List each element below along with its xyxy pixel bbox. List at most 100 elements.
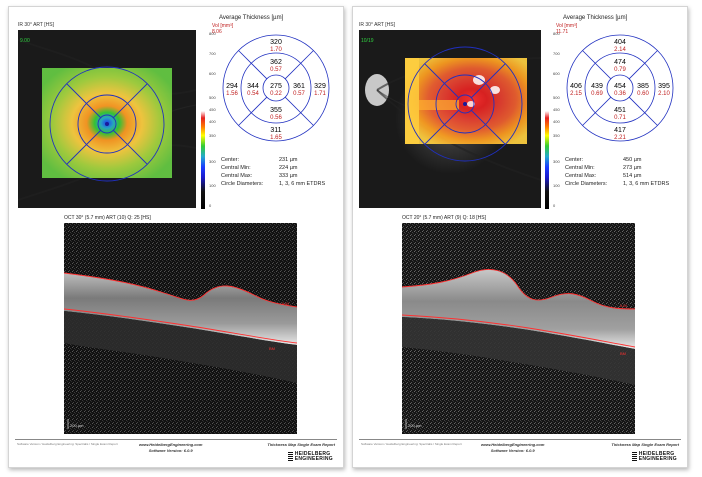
grid-inner-inferior-volume: 0.71 (614, 115, 626, 121)
grid-inner-temporal-thickness: 344 (247, 83, 259, 90)
stat-label: Central Min: (221, 165, 251, 171)
colorbar-tick: 800 (209, 31, 216, 36)
vol-total: 11.71 (556, 29, 569, 35)
grid-outer-superior-volume: 1.70 (270, 47, 282, 53)
grid-outer-temporal-volume: 2.15 (570, 91, 582, 97)
stat-value: 224 µm (279, 165, 298, 171)
stat-label: Circle Diameters: (565, 181, 608, 187)
footer-device-info: Software Version / Heidelberg Engineerin… (17, 442, 118, 446)
footer-divider (359, 439, 681, 440)
oct-bscan-image[interactable]: ILM BM 200 µm (64, 223, 297, 434)
stat-label: Center: (221, 157, 240, 163)
grid-outer-temporal-thickness: 294 (226, 83, 238, 90)
grid-outer-nasal-thickness: 395 (658, 83, 670, 90)
logo-line-1: HEIDELBERG (294, 451, 331, 457)
logo-mark-icon (287, 452, 293, 461)
colorbar-tick: 450 (553, 107, 560, 112)
thickness-colorbar (545, 34, 549, 209)
stat-value: 273 µm (623, 165, 642, 171)
thickness-stats: Center: 450 µm Central Min: 273 µm Central… (565, 157, 669, 189)
seg-label-bm: BM (269, 346, 275, 351)
colorbar-tick: 350 (209, 133, 216, 138)
colorbar-tick: 350 (553, 133, 560, 138)
fundus-badge: 10/19 (361, 38, 374, 44)
footer-divider (15, 439, 337, 440)
grid-inner-temporal-thickness: 439 (591, 83, 603, 90)
thickness-stats: Center: 231 µm Central Min: 224 µm Central… (221, 157, 325, 189)
vol-total: 8.06 (212, 29, 222, 35)
footer-website[interactable]: www.HeidelbergEngineering.com (481, 442, 545, 447)
vol-label: Vol [mm³] (556, 23, 578, 29)
stat-label: Center: (565, 157, 584, 163)
footer-center: www.HeidelbergEngineering.com Software V… (139, 442, 202, 454)
logo-mark-icon (631, 452, 637, 461)
footer-center: www.HeidelbergEngineering.com Software V… (481, 442, 544, 454)
grid-inner-nasal-volume: 0.60 (637, 91, 649, 97)
colorbar-tick: 600 (553, 71, 560, 76)
colorbar-tick: 600 (209, 71, 216, 76)
grid-outer-inferior-thickness: 417 (614, 127, 626, 134)
oct-bscan-drawing: ILM BM 200 µm (64, 223, 297, 434)
fundus-image[interactable]: 9.00 (18, 30, 196, 208)
grid-outer-superior-volume: 2.14 (614, 47, 626, 53)
colorbar-tick: 0 (209, 203, 212, 208)
grid-center-volume: 0.22 (270, 91, 282, 97)
footer-version: Software Version: 6.0.9 (490, 448, 535, 453)
oct-bscan-image[interactable]: ILM BM 200 µm (402, 223, 635, 434)
grid-outer-superior-thickness: 320 (270, 39, 282, 46)
grid-outer-temporal-thickness: 406 (570, 83, 582, 90)
logo-line-2: ENGINEERING (638, 456, 677, 462)
fundus-badge: 9.00 (20, 38, 30, 44)
colorbar-tick: 300 (209, 159, 216, 164)
stat-label: Circle Diameters: (221, 181, 264, 187)
fundus-image[interactable]: 10/19 (359, 30, 541, 208)
grid-inner-superior-thickness: 362 (270, 59, 282, 66)
grid-outer-nasal-volume: 2.10 (658, 91, 670, 97)
footer-version: Software Version: 6.0.9 (148, 448, 193, 453)
footer-report-type: Thickness Map Single Exam Report (611, 442, 679, 447)
colorbar-tick: 450 (209, 107, 216, 112)
thickness-colorbar (201, 34, 205, 209)
average-thickness-title: Average Thickness [µm] (563, 15, 628, 21)
grid-outer-nasal-thickness: 329 (314, 83, 326, 90)
footer-website[interactable]: www.HeidelbergEngineering.com (139, 442, 203, 447)
colorbar-tick: 400 (209, 119, 216, 124)
stat-value: 514 µm (623, 173, 642, 179)
stat-value: 450 µm (623, 157, 642, 163)
colorbar-tick: 100 (209, 183, 216, 188)
average-thickness-title: Average Thickness [µm] (219, 15, 284, 21)
logo-line-1: HEIDELBERG (638, 451, 675, 457)
oct-scale-bar-label: 200 µm (408, 423, 422, 428)
grid-inner-inferior-volume: 0.56 (270, 115, 282, 121)
stat-value: 333 µm (279, 173, 298, 179)
grid-center-volume: 0.36 (614, 91, 626, 97)
etdrs-grid-chart: 454 0.36 474 0.79 451 0.71 439 0.69 385 … (566, 34, 674, 142)
colorbar-tick: 700 (553, 51, 560, 56)
grid-inner-superior-volume: 0.79 (614, 67, 626, 73)
stat-value: 1, 3, 6 mm ETDRS (623, 181, 670, 187)
grid-center-thickness: 454 (614, 83, 626, 90)
oct-scale-bar-label: 200 µm (70, 423, 84, 428)
grid-outer-inferior-volume: 2.21 (614, 135, 626, 141)
colorbar-tick: 100 (553, 183, 560, 188)
etdrs-grid-chart: 275 0.22 362 0.57 355 0.56 344 0.54 361 … (222, 34, 330, 142)
fundus-title: IR 30° ART [HS] (359, 22, 395, 28)
seg-label-ilm: ILM (620, 303, 627, 308)
grid-inner-temporal-volume: 0.69 (591, 91, 603, 97)
oct-title: OCT 20° (5.7 mm) ART (9) Q: 18 [HS] (402, 215, 486, 221)
thickness-map-overlay: 10/19 (361, 38, 541, 181)
stat-label: Central Min: (565, 165, 595, 171)
grid-outer-nasal-volume: 1.71 (314, 91, 326, 97)
stat-label: Central Max: (565, 173, 597, 179)
report-page-right: IR 30° ART [HS] (352, 6, 688, 468)
grid-outer-inferior-volume: 1.65 (270, 135, 282, 141)
grid-inner-superior-volume: 0.57 (270, 67, 282, 73)
stat-label: Central Max: (221, 173, 253, 179)
report-page-left: IR 30° ART [HS] (8, 6, 344, 468)
grid-inner-nasal-volume: 0.57 (293, 91, 305, 97)
grid-inner-nasal-thickness: 385 (637, 83, 649, 90)
logo-line-2: ENGINEERING (294, 456, 333, 462)
grid-inner-temporal-volume: 0.54 (247, 91, 259, 97)
colorbar-tick: 0 (553, 203, 556, 208)
oct-title: OCT 30° (5.7 mm) ART (10) Q: 25 [HS] (64, 215, 151, 221)
